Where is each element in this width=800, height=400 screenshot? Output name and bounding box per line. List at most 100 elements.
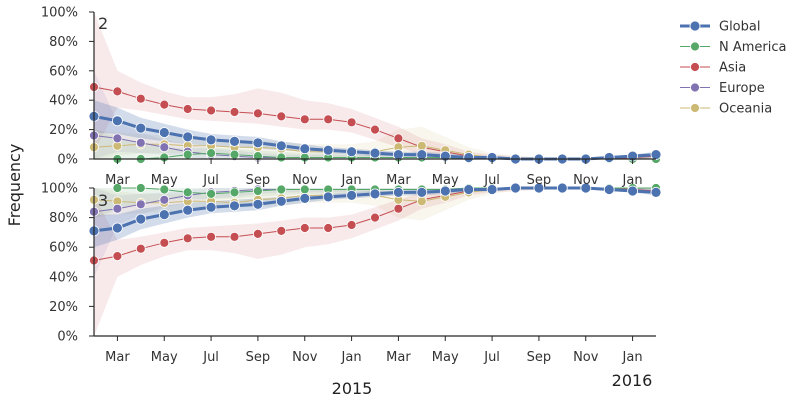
x-tick-label: May — [151, 173, 178, 188]
x-tick-label: Jan — [622, 173, 643, 188]
point-asia-panel-2 — [393, 133, 404, 144]
x-tick-label: May — [151, 350, 178, 365]
point-n-america-panel-3 — [252, 186, 263, 196]
point-oceania-panel-3 — [416, 196, 427, 207]
point-europe-panel-2 — [159, 142, 170, 153]
point-asia-panel-3 — [182, 233, 193, 244]
point-asia-panel-3 — [276, 225, 287, 236]
point-asia-panel-2 — [252, 108, 263, 119]
point-global-panel-2 — [369, 147, 381, 159]
band-asia-panel-3 — [94, 188, 656, 336]
point-global-panel-3 — [392, 186, 404, 198]
band-europe-panel-2 — [94, 70, 656, 159]
point-asia-panel-2 — [299, 114, 310, 125]
y-tick-label: 20% — [49, 300, 78, 315]
point-global-panel-3 — [299, 192, 311, 204]
x-tick-label: Sep — [246, 350, 271, 365]
point-asia-panel-3 — [135, 243, 146, 254]
point-global-panel-2 — [603, 152, 615, 163]
point-n-america-panel-3 — [135, 183, 146, 193]
x-tick-label: Mar — [105, 173, 130, 188]
point-global-panel-3 — [229, 200, 240, 212]
point-global-panel-3 — [205, 201, 217, 213]
point-global-panel-2 — [463, 152, 475, 163]
point-asia-panel-3 — [229, 231, 240, 242]
point-n-america-panel-2 — [182, 149, 193, 160]
point-n-america-panel-2 — [276, 152, 287, 163]
panel-label-top: 2 — [98, 14, 108, 33]
point-global-panel-3 — [112, 222, 123, 234]
point-global-panel-2 — [392, 149, 404, 161]
y-tick-label: 40% — [49, 270, 78, 285]
point-global-panel-2 — [299, 143, 311, 155]
point-global-panel-2 — [112, 115, 123, 127]
point-global-panel-3 — [369, 188, 381, 200]
point-europe-panel-3 — [159, 194, 170, 205]
x-tick-label: Sep — [246, 173, 271, 188]
legend-label-oceania: Oceania — [719, 102, 772, 117]
y-tick-label: 20% — [49, 123, 78, 138]
point-asia-panel-3 — [159, 237, 170, 248]
x-tick-label: Jan — [341, 350, 362, 365]
point-n-america-panel-3 — [182, 187, 193, 198]
point-global-panel-3 — [182, 204, 194, 216]
point-global-panel-2 — [252, 137, 264, 149]
point-global-panel-2 — [346, 146, 358, 158]
legend-marker-n-america — [690, 41, 700, 52]
point-asia-panel-3 — [206, 231, 217, 242]
legend-label-asia: Asia — [719, 61, 746, 76]
x-tick-label: Sep — [527, 173, 552, 188]
legend-label-n-america: N America — [719, 40, 786, 55]
point-asia-panel-2 — [112, 86, 123, 97]
x-tick-label: Mar — [386, 173, 411, 188]
point-global-panel-2 — [416, 149, 428, 161]
legend-label-europe: Europe — [719, 81, 765, 96]
point-oceania-panel-2 — [416, 140, 427, 151]
point-asia-panel-2 — [182, 104, 193, 114]
y-tick-label: 60% — [49, 64, 78, 79]
point-global-panel-2 — [229, 135, 240, 147]
x-tick-label: May — [432, 350, 459, 365]
legend-marker-asia — [690, 62, 700, 72]
panel-label-bottom: 3 — [98, 191, 108, 210]
point-n-america-panel-3 — [112, 183, 123, 193]
x-tick-label: May — [432, 173, 459, 188]
x-tick-label: Jan — [622, 350, 643, 365]
point-europe-panel-3 — [112, 203, 123, 214]
x-tick-label: Jan — [341, 173, 362, 188]
point-global-panel-2 — [158, 127, 170, 138]
point-asia-panel-2 — [206, 105, 217, 116]
point-asia-panel-3 — [346, 220, 357, 230]
band-asia-panel-2 — [94, 12, 656, 159]
legend: Global N America Asia Europe Oceania — [680, 20, 786, 117]
point-global-panel-3 — [580, 182, 592, 194]
point-europe-panel-2 — [135, 137, 146, 148]
x-tick-label: Nov — [292, 350, 318, 365]
x-tick-label: Nov — [292, 173, 318, 188]
point-asia-panel-3 — [112, 251, 123, 262]
point-asia-panel-2 — [370, 124, 380, 135]
y-tick-label: 0% — [57, 330, 78, 345]
axes — [89, 11, 656, 341]
x-tick-label: Nov — [573, 350, 599, 365]
x-tick-label: Mar — [386, 350, 411, 365]
band-europe-panel-3 — [94, 188, 656, 277]
x-tick-label: Jul — [202, 173, 219, 188]
point-global-panel-3 — [556, 182, 568, 194]
point-n-america-panel-2 — [206, 148, 217, 159]
point-global-panel-3 — [135, 213, 147, 225]
point-asia-panel-2 — [276, 111, 287, 122]
point-global-panel-3 — [439, 185, 451, 197]
point-n-america-panel-3 — [159, 184, 170, 195]
y-tick-label: 40% — [49, 94, 78, 109]
y-tick-label: 80% — [49, 35, 78, 50]
point-asia-panel-3 — [252, 228, 263, 239]
legend-marker-global — [689, 20, 701, 32]
x-tick-label: Mar — [105, 350, 130, 365]
legend-marker-europe — [690, 82, 700, 93]
point-asia-panel-2 — [229, 107, 240, 117]
point-global-panel-3 — [346, 189, 358, 201]
point-global-panel-2 — [135, 122, 147, 134]
point-asia-panel-3 — [323, 223, 334, 233]
